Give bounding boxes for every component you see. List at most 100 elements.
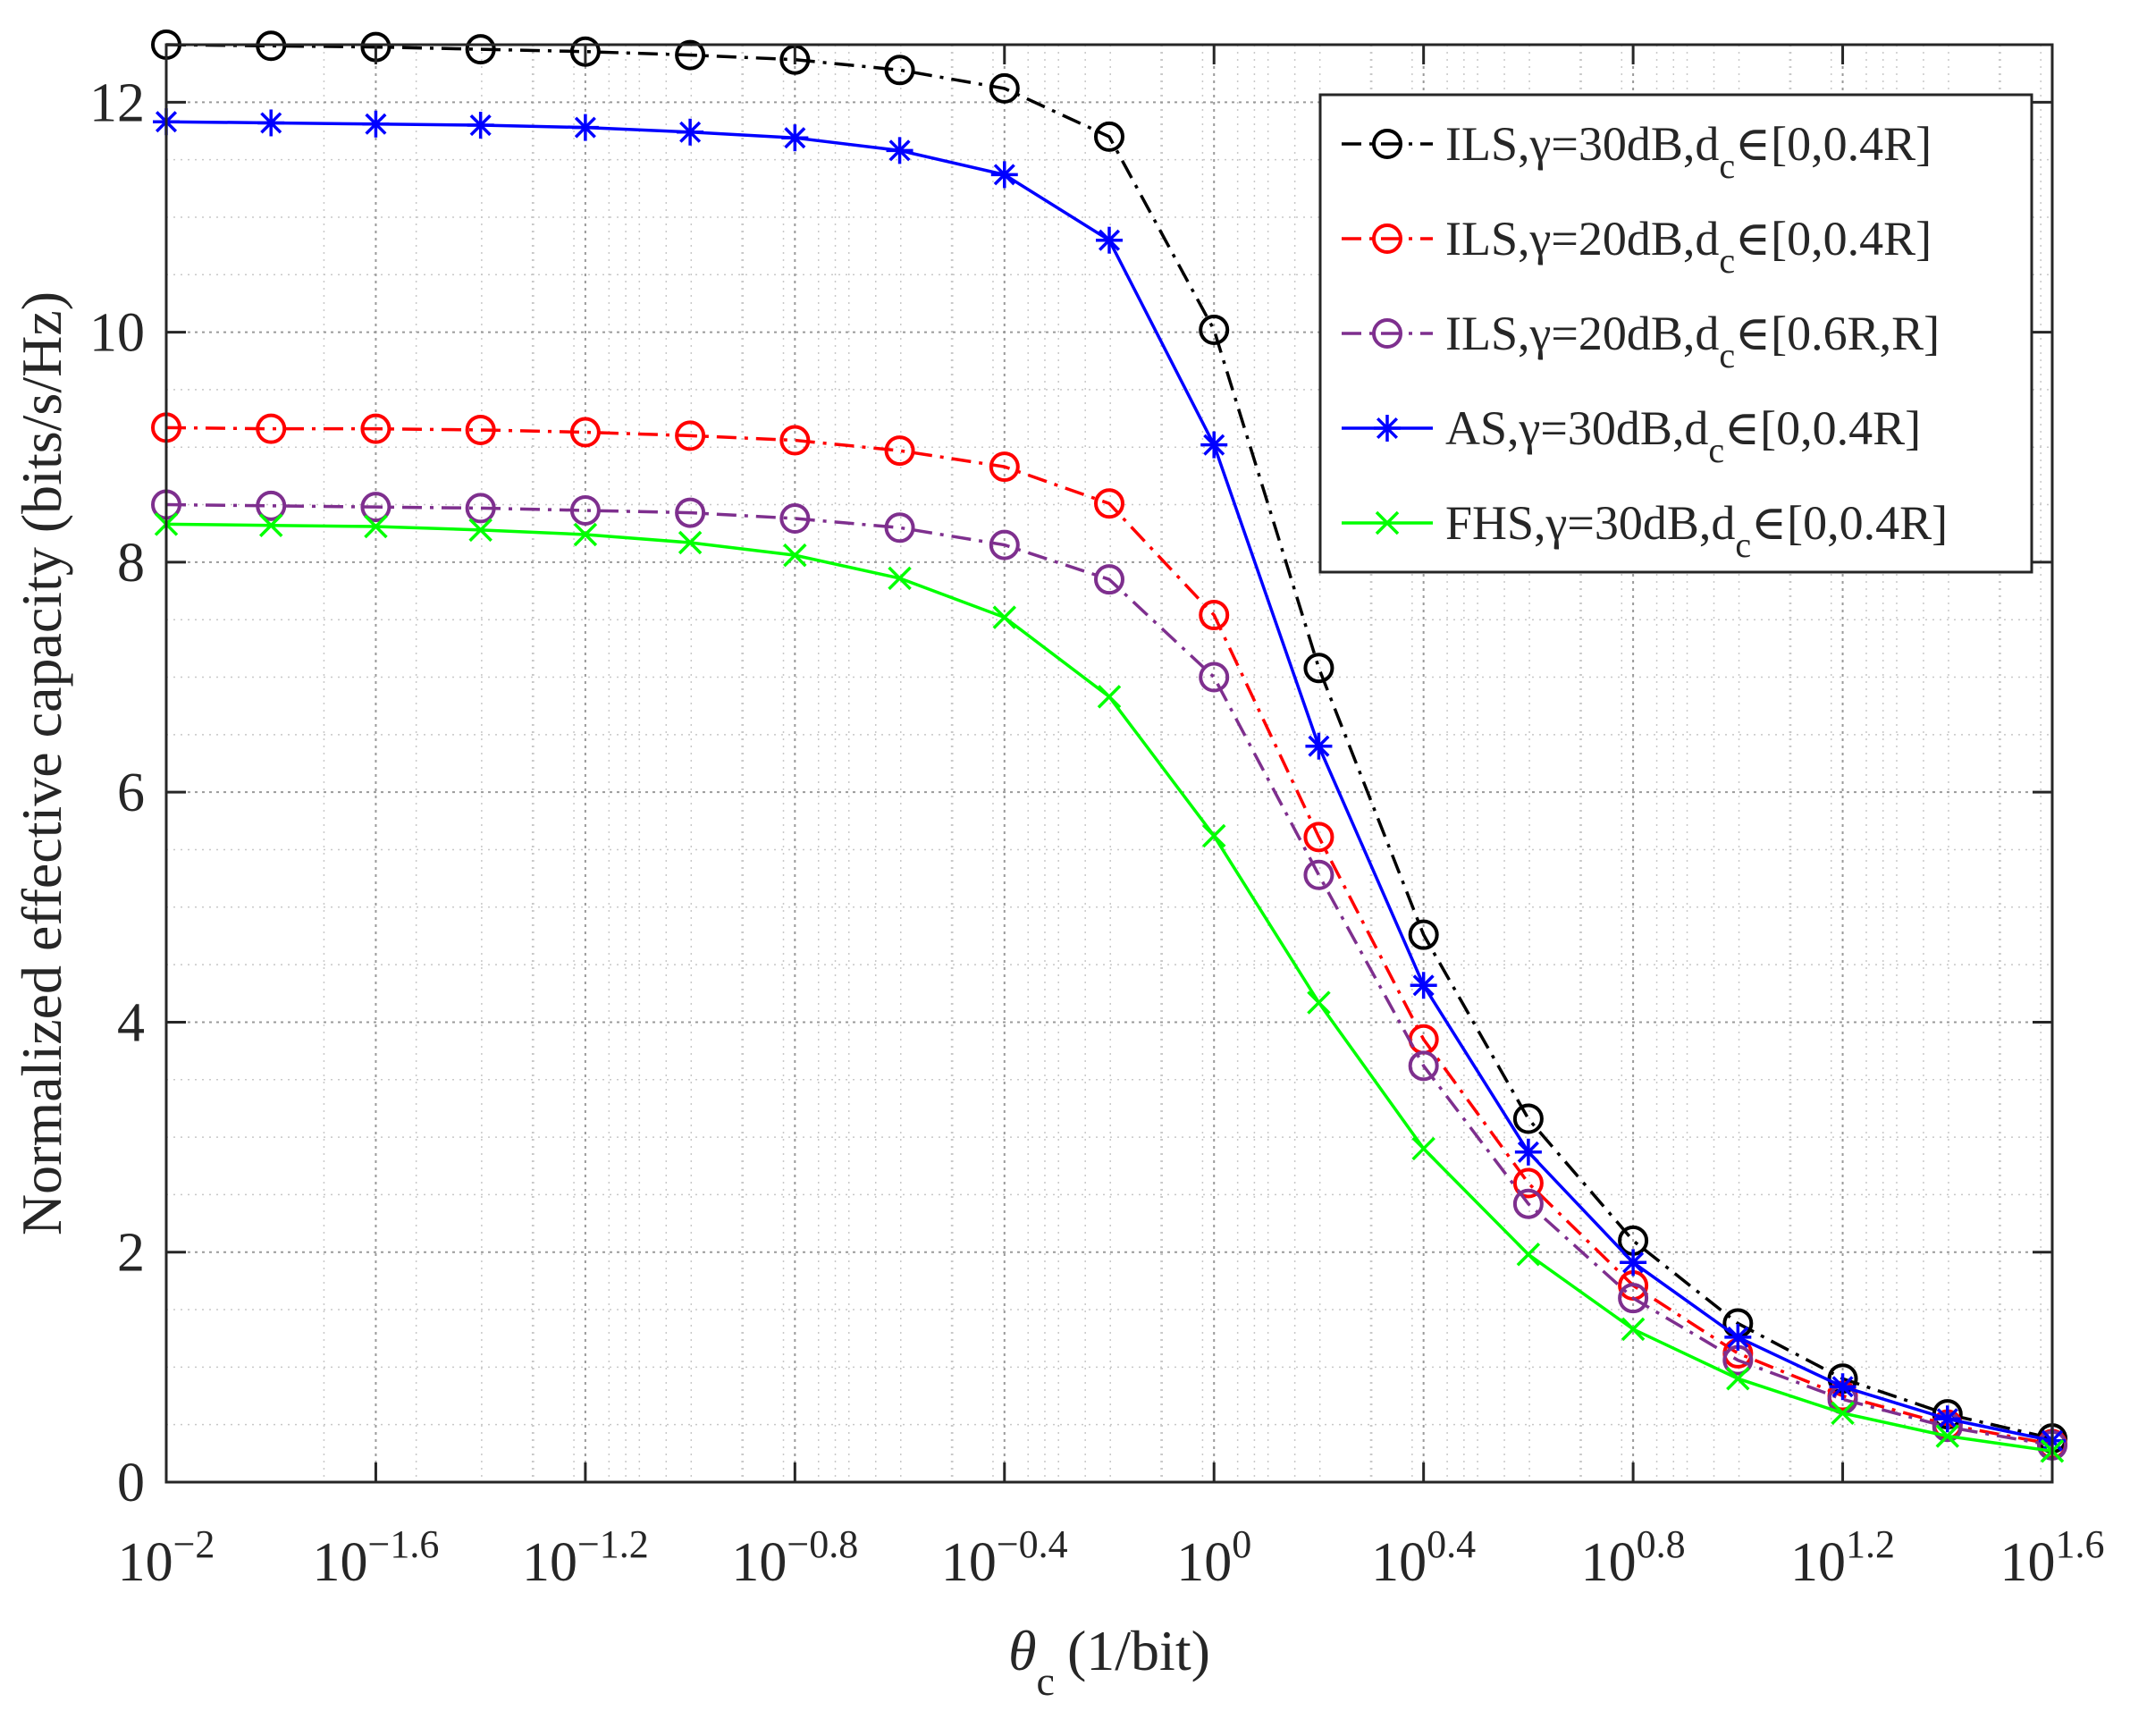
- y-tick-label: 6: [117, 763, 145, 823]
- data-point: [1303, 653, 1334, 684]
- data-point: [1411, 1136, 1435, 1161]
- data-point: [1829, 1373, 1856, 1401]
- data-point: [1096, 226, 1123, 254]
- data-point: [465, 493, 496, 524]
- legend-label: FHS,γ=30dB,dc∈[0,0.4R]: [1445, 496, 1948, 565]
- data-point: [675, 497, 706, 528]
- data-point: [360, 413, 391, 444]
- legend-marker: [1375, 510, 1400, 535]
- data-point: [1621, 1317, 1646, 1342]
- data-point: [465, 34, 496, 65]
- axis-ticks: 10−2 10−1.6 10−1.2 10−0.8 10−0.4 100 100.4 100.…: [89, 45, 2105, 1593]
- data-point: [1094, 488, 1124, 519]
- data-point: [1935, 1424, 1960, 1448]
- x-tick-label: 100.4: [1371, 1522, 1476, 1593]
- data-point: [1512, 1167, 1544, 1199]
- data-point: [992, 605, 1017, 629]
- legend-box: [1318, 93, 2033, 574]
- data-point: [258, 513, 283, 537]
- data-point: [1408, 919, 1439, 950]
- data-point: [468, 518, 493, 543]
- series-line: [165, 43, 2053, 1440]
- y-tick-label: 0: [117, 1453, 145, 1513]
- legend-entry: ILS,γ=20dB,dc∈[0.6R,R]: [1342, 307, 1940, 375]
- data-point: [569, 36, 601, 67]
- series-5: [154, 512, 2065, 1463]
- x-tick-label: 10−2: [118, 1522, 215, 1593]
- series-line: [165, 502, 2053, 1447]
- data-point: [990, 161, 1018, 189]
- axis-labels: θc (1/bit) Normalized effective capacity (…: [10, 291, 1210, 1704]
- legend-label: ILS,γ=30dB,dc∈[0,0.4R]: [1445, 117, 1932, 186]
- data-point: [1305, 732, 1333, 760]
- data-point: [467, 112, 494, 139]
- x-tick-label: 100: [1176, 1522, 1251, 1593]
- legend-label: ILS,γ=20dB,dc∈[0.6R,R]: [1445, 307, 1940, 375]
- legend-marker: [1372, 318, 1402, 349]
- x-tick-label: 10−1.6: [313, 1522, 440, 1593]
- data-point: [1094, 564, 1124, 595]
- data-point: [678, 530, 703, 555]
- legend-marker: [1372, 223, 1402, 254]
- legend-label: AS,γ=30dB,dc∈[0,0.4R]: [1445, 401, 1921, 470]
- data-point: [1200, 431, 1228, 459]
- data-point: [884, 512, 915, 544]
- legend-label: ILS,γ=20dB,dc∈[0,0.4R]: [1445, 212, 1932, 281]
- data-point: [884, 435, 915, 467]
- data-point: [888, 566, 912, 591]
- data-point: [1512, 1188, 1544, 1219]
- data-point: [989, 72, 1020, 104]
- data-point: [1201, 823, 1226, 848]
- y-tick-label: 4: [117, 992, 145, 1053]
- data-point: [1726, 1366, 1750, 1391]
- data-point: [1408, 1050, 1439, 1082]
- data-point: [362, 110, 390, 138]
- data-point: [1618, 1283, 1649, 1314]
- legend: ILS,γ=30dB,dc∈[0,0.4R] ILS,γ=20dB,dc∈[0,0…: [1318, 93, 2033, 574]
- data-point: [989, 529, 1020, 560]
- x-tick-label: 10−1.2: [522, 1522, 649, 1593]
- data-point: [675, 39, 706, 71]
- data-point: [989, 451, 1020, 483]
- x-tick-label: 10−0.8: [731, 1522, 858, 1593]
- legend-marker: [1372, 129, 1402, 159]
- data-point: [1724, 1323, 1752, 1351]
- data-point: [781, 124, 809, 152]
- data-point: [569, 494, 601, 526]
- data-point: [1831, 1401, 1855, 1426]
- x-tick-label: 101.6: [2000, 1522, 2105, 1593]
- y-tick-label: 8: [117, 533, 145, 594]
- data-point: [257, 109, 285, 137]
- series-4: [153, 108, 2066, 1454]
- data-point: [569, 417, 601, 448]
- data-point: [1512, 1103, 1544, 1134]
- data-point: [1307, 990, 1331, 1015]
- plot-frame: [164, 43, 2054, 1484]
- data-point: [1097, 685, 1122, 709]
- y-tick-label: 10: [89, 303, 145, 364]
- data-point: [1199, 315, 1230, 346]
- data-point: [573, 522, 598, 547]
- data-point: [256, 490, 287, 521]
- data-point: [675, 420, 706, 451]
- data-point: [783, 543, 807, 568]
- legend-entry: AS,γ=30dB,dc∈[0,0.4R]: [1342, 401, 1921, 470]
- data-point: [1094, 121, 1124, 152]
- data-point: [779, 502, 811, 534]
- data-point: [886, 137, 913, 164]
- data-point: [364, 514, 388, 539]
- x-tick-label: 101.2: [1790, 1522, 1895, 1593]
- data-point: [677, 118, 704, 146]
- data-point: [1933, 1405, 1961, 1433]
- data-point: [571, 114, 599, 141]
- data-point: [1516, 1243, 1541, 1267]
- legend-entry: ILS,γ=20dB,dc∈[0,0.4R]: [1342, 212, 1932, 281]
- data-point: [779, 425, 811, 456]
- y-tick-label: 2: [117, 1223, 145, 1284]
- y-tick-label: 12: [89, 72, 145, 133]
- x-tick-label: 100.8: [1581, 1522, 1686, 1593]
- data-point: [1199, 600, 1230, 631]
- legend-entry: FHS,γ=30dB,dc∈[0,0.4R]: [1342, 496, 1948, 565]
- y-axis-label: Normalized effective capacity (bits/s/Hz…: [10, 291, 73, 1235]
